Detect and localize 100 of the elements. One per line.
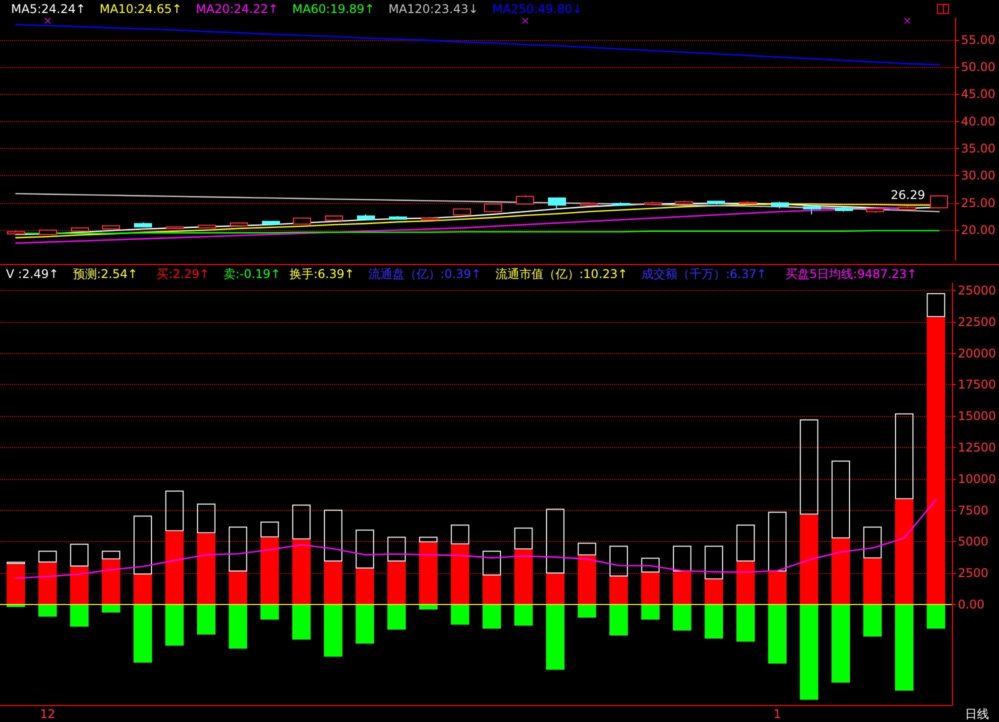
bar: [6, 564, 26, 605]
bar: [641, 572, 660, 605]
bar: [6, 562, 26, 564]
y-tick-label: 15000: [958, 409, 996, 424]
bar: [895, 499, 914, 605]
bar: [609, 576, 628, 605]
text: 卖:-0.19↑: [223, 267, 281, 281]
bar: [482, 604, 501, 629]
candlestick: [198, 224, 216, 229]
bar: [736, 604, 755, 642]
bar: [704, 546, 724, 580]
bar: [419, 542, 438, 605]
bar: [578, 542, 596, 556]
y-tick-label: 7500: [958, 503, 988, 518]
bar: [800, 514, 818, 605]
bar: [134, 604, 152, 663]
bar: [134, 574, 152, 605]
text: 预测:2.54↑: [72, 267, 138, 281]
candlestick: [7, 230, 25, 236]
bar: [546, 508, 564, 574]
bar: [228, 526, 248, 572]
text: 买:2.29↑: [156, 267, 210, 281]
bar: [387, 604, 406, 630]
bar: [546, 604, 564, 670]
candlestick: [835, 206, 853, 212]
candlestick: [102, 224, 120, 230]
line-series: [15, 499, 937, 579]
bar: [38, 604, 57, 617]
candlestick: [739, 200, 757, 204]
bar: [134, 516, 152, 575]
candlestick: [771, 201, 789, 209]
y-tick-label: 2500: [958, 566, 988, 580]
bar: [641, 558, 660, 572]
bar: [165, 531, 184, 605]
candlestick: [357, 214, 375, 220]
bar: [641, 604, 660, 620]
text: 换手:6.39↑: [290, 267, 354, 281]
candlestick: [293, 217, 311, 226]
bar: [609, 604, 628, 636]
text: MA120:23.43↓: [388, 2, 478, 16]
bar: [197, 604, 216, 635]
bar: [324, 510, 342, 562]
candlestick: [612, 202, 630, 206]
text: 流通市值（亿）:10.23↑: [495, 267, 628, 281]
text: MA10:24.65↑: [100, 2, 182, 16]
bar: [895, 604, 914, 691]
y-tick-label: 30.00: [961, 168, 996, 183]
x-tick-label: 12: [40, 707, 56, 721]
bar: [165, 604, 184, 646]
text: 买盘5日均线:9487.23↑: [786, 267, 917, 281]
bar: [70, 544, 89, 566]
y-tick-label: 25000: [958, 284, 996, 298]
candlestick: [516, 194, 534, 206]
bar: [260, 604, 279, 620]
bar: [800, 604, 818, 700]
bar: [546, 574, 564, 605]
bar: [38, 550, 57, 562]
bar: [895, 413, 914, 500]
bar: [324, 604, 342, 657]
x-tick-label: 1: [774, 707, 782, 721]
bar: [514, 604, 533, 626]
candlestick: [484, 202, 502, 213]
candlestick: [675, 200, 693, 206]
y-tick-label: 5000: [958, 534, 988, 549]
bar: [419, 536, 438, 542]
bar: [672, 546, 692, 572]
text: MA5:24.24↑: [11, 2, 86, 16]
candlestick: [166, 226, 184, 230]
candlestick: [39, 229, 57, 236]
candlestick: [866, 208, 884, 214]
text: 成交额（千万）:6.37↑: [642, 267, 767, 281]
bar: [197, 533, 216, 605]
bar: [228, 604, 248, 649]
bar: [228, 571, 248, 605]
bar: [863, 558, 882, 605]
bar: [609, 546, 628, 577]
text: 流通盘（亿）:0.39↑: [368, 267, 482, 281]
bar: [672, 571, 692, 605]
candlestick: [803, 205, 821, 215]
bar: [768, 512, 787, 572]
bar: [800, 419, 818, 515]
candlestick: [262, 220, 280, 226]
y-tick-label: 17500: [958, 378, 996, 392]
candlestick: [71, 226, 89, 232]
bar: [70, 604, 89, 627]
bar: [102, 550, 120, 560]
y-tick-label: 20.00: [961, 223, 996, 238]
bar: [292, 504, 311, 540]
y-tick-label: 35.00: [961, 142, 996, 156]
bar: [578, 555, 596, 605]
text: V :2.49↑: [6, 267, 59, 281]
candlestick: [644, 201, 662, 206]
bar: [70, 566, 89, 605]
bar: [768, 571, 787, 605]
candlestick: [453, 208, 471, 216]
y-tick-label: 25.00: [961, 196, 996, 210]
bar: [482, 576, 501, 605]
bar: [514, 549, 533, 605]
bar: [578, 604, 596, 618]
bar: [450, 604, 470, 625]
